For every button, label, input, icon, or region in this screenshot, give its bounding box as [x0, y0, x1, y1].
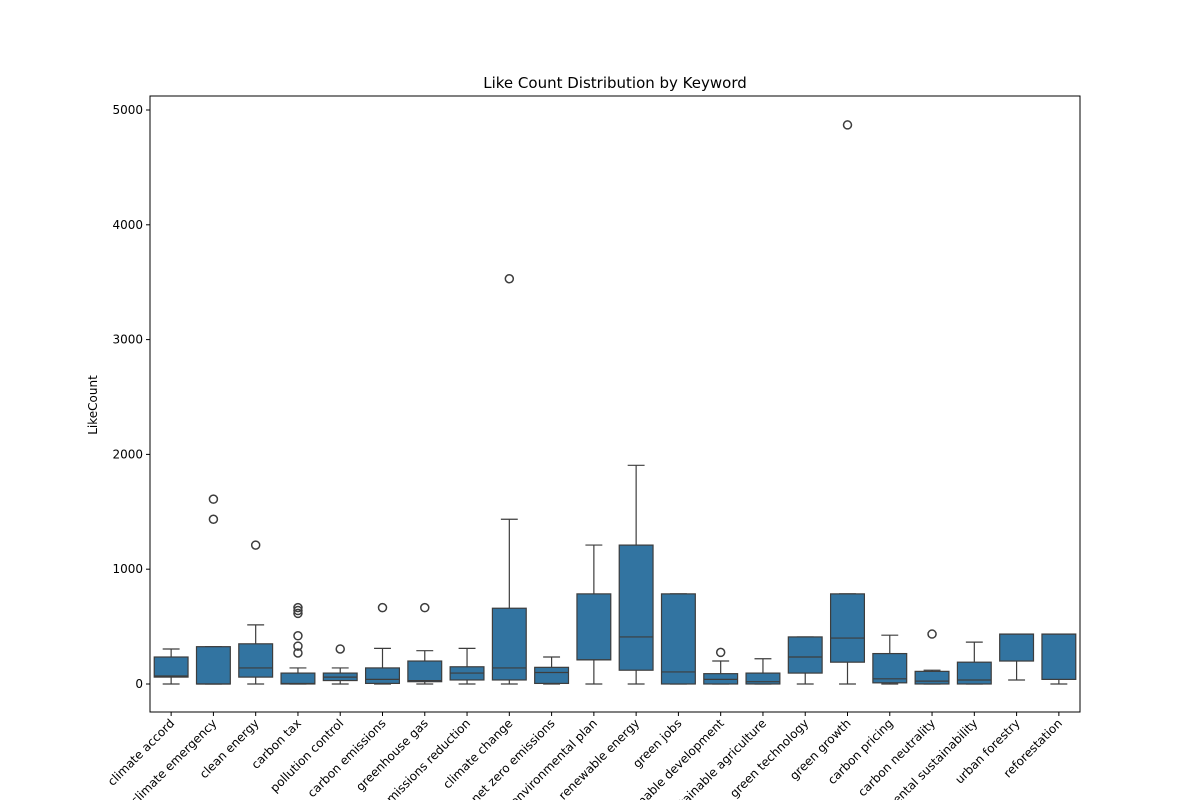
plot-frame: [149, 95, 1081, 713]
outlier: [208, 494, 219, 504]
box: [280, 672, 316, 685]
box: [872, 652, 908, 684]
outlier: [293, 641, 303, 651]
box: [364, 667, 401, 685]
y-tick-label: 0: [135, 677, 143, 691]
box: [407, 660, 443, 683]
outlier: [377, 602, 388, 613]
box: [491, 607, 527, 681]
outlier: [293, 608, 303, 619]
outlier: [504, 274, 515, 284]
y-tick-label: 4000: [112, 218, 143, 232]
box: [618, 544, 654, 671]
outlier: [335, 644, 345, 654]
y-tick-label: 3000: [112, 333, 143, 347]
y-axis-label: LikeCount: [86, 375, 100, 435]
outlier: [250, 540, 261, 550]
outlier: [927, 629, 937, 639]
box: [660, 593, 696, 685]
box: [195, 646, 231, 685]
box: [576, 593, 612, 661]
box: [745, 672, 781, 685]
y-tick-label: 5000: [112, 103, 143, 117]
box: [534, 666, 570, 685]
box: [153, 656, 189, 678]
y-tick-label: 2000: [112, 447, 143, 461]
outlier: [208, 514, 219, 525]
outlier: [293, 631, 303, 641]
outlier: [715, 647, 726, 658]
box: [238, 643, 274, 678]
box: [914, 670, 950, 685]
box: [787, 636, 823, 674]
box: [1041, 633, 1077, 680]
outlier: [293, 605, 303, 616]
y-tick-label: 1000: [112, 562, 143, 576]
outlier: [293, 648, 303, 658]
chart-title: Like Count Distribution by Keyword: [483, 74, 747, 92]
outlier: [293, 602, 303, 613]
outlier: [842, 120, 853, 130]
box: [956, 661, 992, 685]
box: [829, 593, 866, 663]
outlier: [420, 602, 430, 613]
box: [999, 633, 1035, 662]
